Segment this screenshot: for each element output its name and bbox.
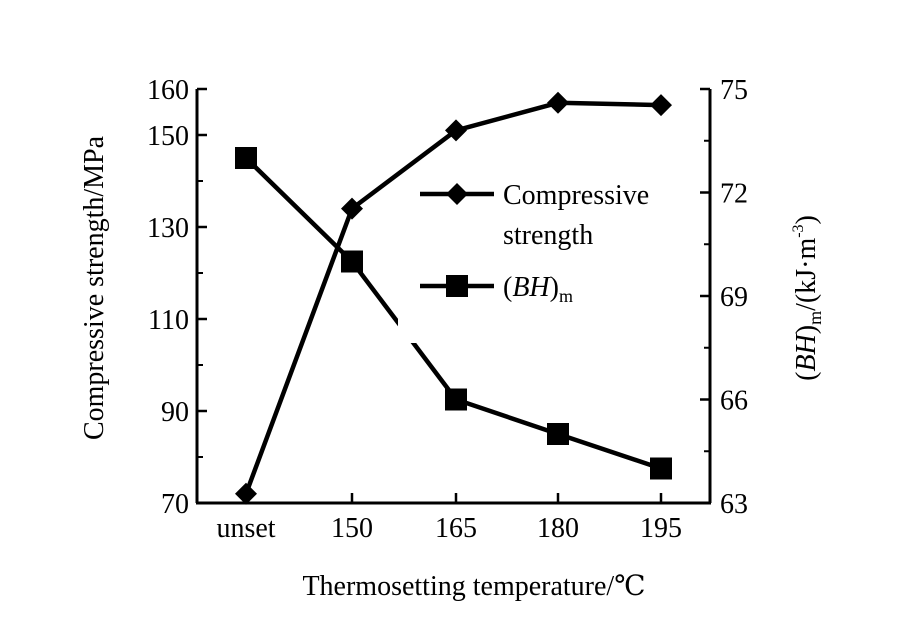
bh-max-point [341,250,363,273]
right-y-tick-label: 63 [720,489,748,520]
left-y-tick-label: 160 [147,75,189,106]
compressive-strength-point [547,91,569,114]
right-y-tick-label: 75 [720,75,748,106]
x-tick-label: 195 [640,513,682,544]
axes: 70 90 110 130 150 160 63 66 69 72 75 unset 150 165 180… [147,75,748,544]
left-y-axis-label: Compressive strength/MPa [79,135,110,440]
left-y-tick-label: 130 [147,213,189,244]
x-tick-label: unset [216,513,275,544]
legend: Compressive strength (BH)m [420,180,649,306]
x-tick-label: 165 [435,513,477,544]
legend-marker-square [446,275,468,297]
bh-max-point [235,147,257,169]
left-y-tick-label: 90 [161,397,189,428]
left-y-tick-label: 110 [148,305,189,336]
x-tick-label: 180 [537,513,579,544]
left-y-tick-label: 150 [147,121,189,152]
compressive-strength-point [235,482,257,505]
bh-max-point [650,457,672,480]
compressive-strength-point [445,119,467,142]
legend-label-compressive-strength: strength [503,220,593,251]
bh-max-point [445,388,467,411]
bh-max-point [547,423,569,445]
legend-label-bh-max: (BH)m [503,272,573,306]
compressive-strength-line [243,100,662,495]
axis-labels: Thermosetting temperature/℃ Compressive … [79,135,825,602]
right-y-tick-label: 72 [720,179,748,210]
left-y-tick-label: 70 [161,489,189,520]
right-y-axis-label: (BH)m/(kJ·m-3) [790,215,825,381]
legend-marker-diamond [446,183,468,205]
compressive-strength-point [341,197,363,220]
series [235,91,672,505]
legend-label-compressive-strength: Compressive [503,180,649,211]
x-axis-label: Thermosetting temperature/℃ [302,571,645,602]
right-y-tick-label: 66 [720,386,748,417]
compressive-strength-point [650,94,672,117]
legend-gap-mask [398,303,418,343]
x-tick-label: 150 [331,513,373,544]
right-y-tick-label: 69 [720,282,748,313]
